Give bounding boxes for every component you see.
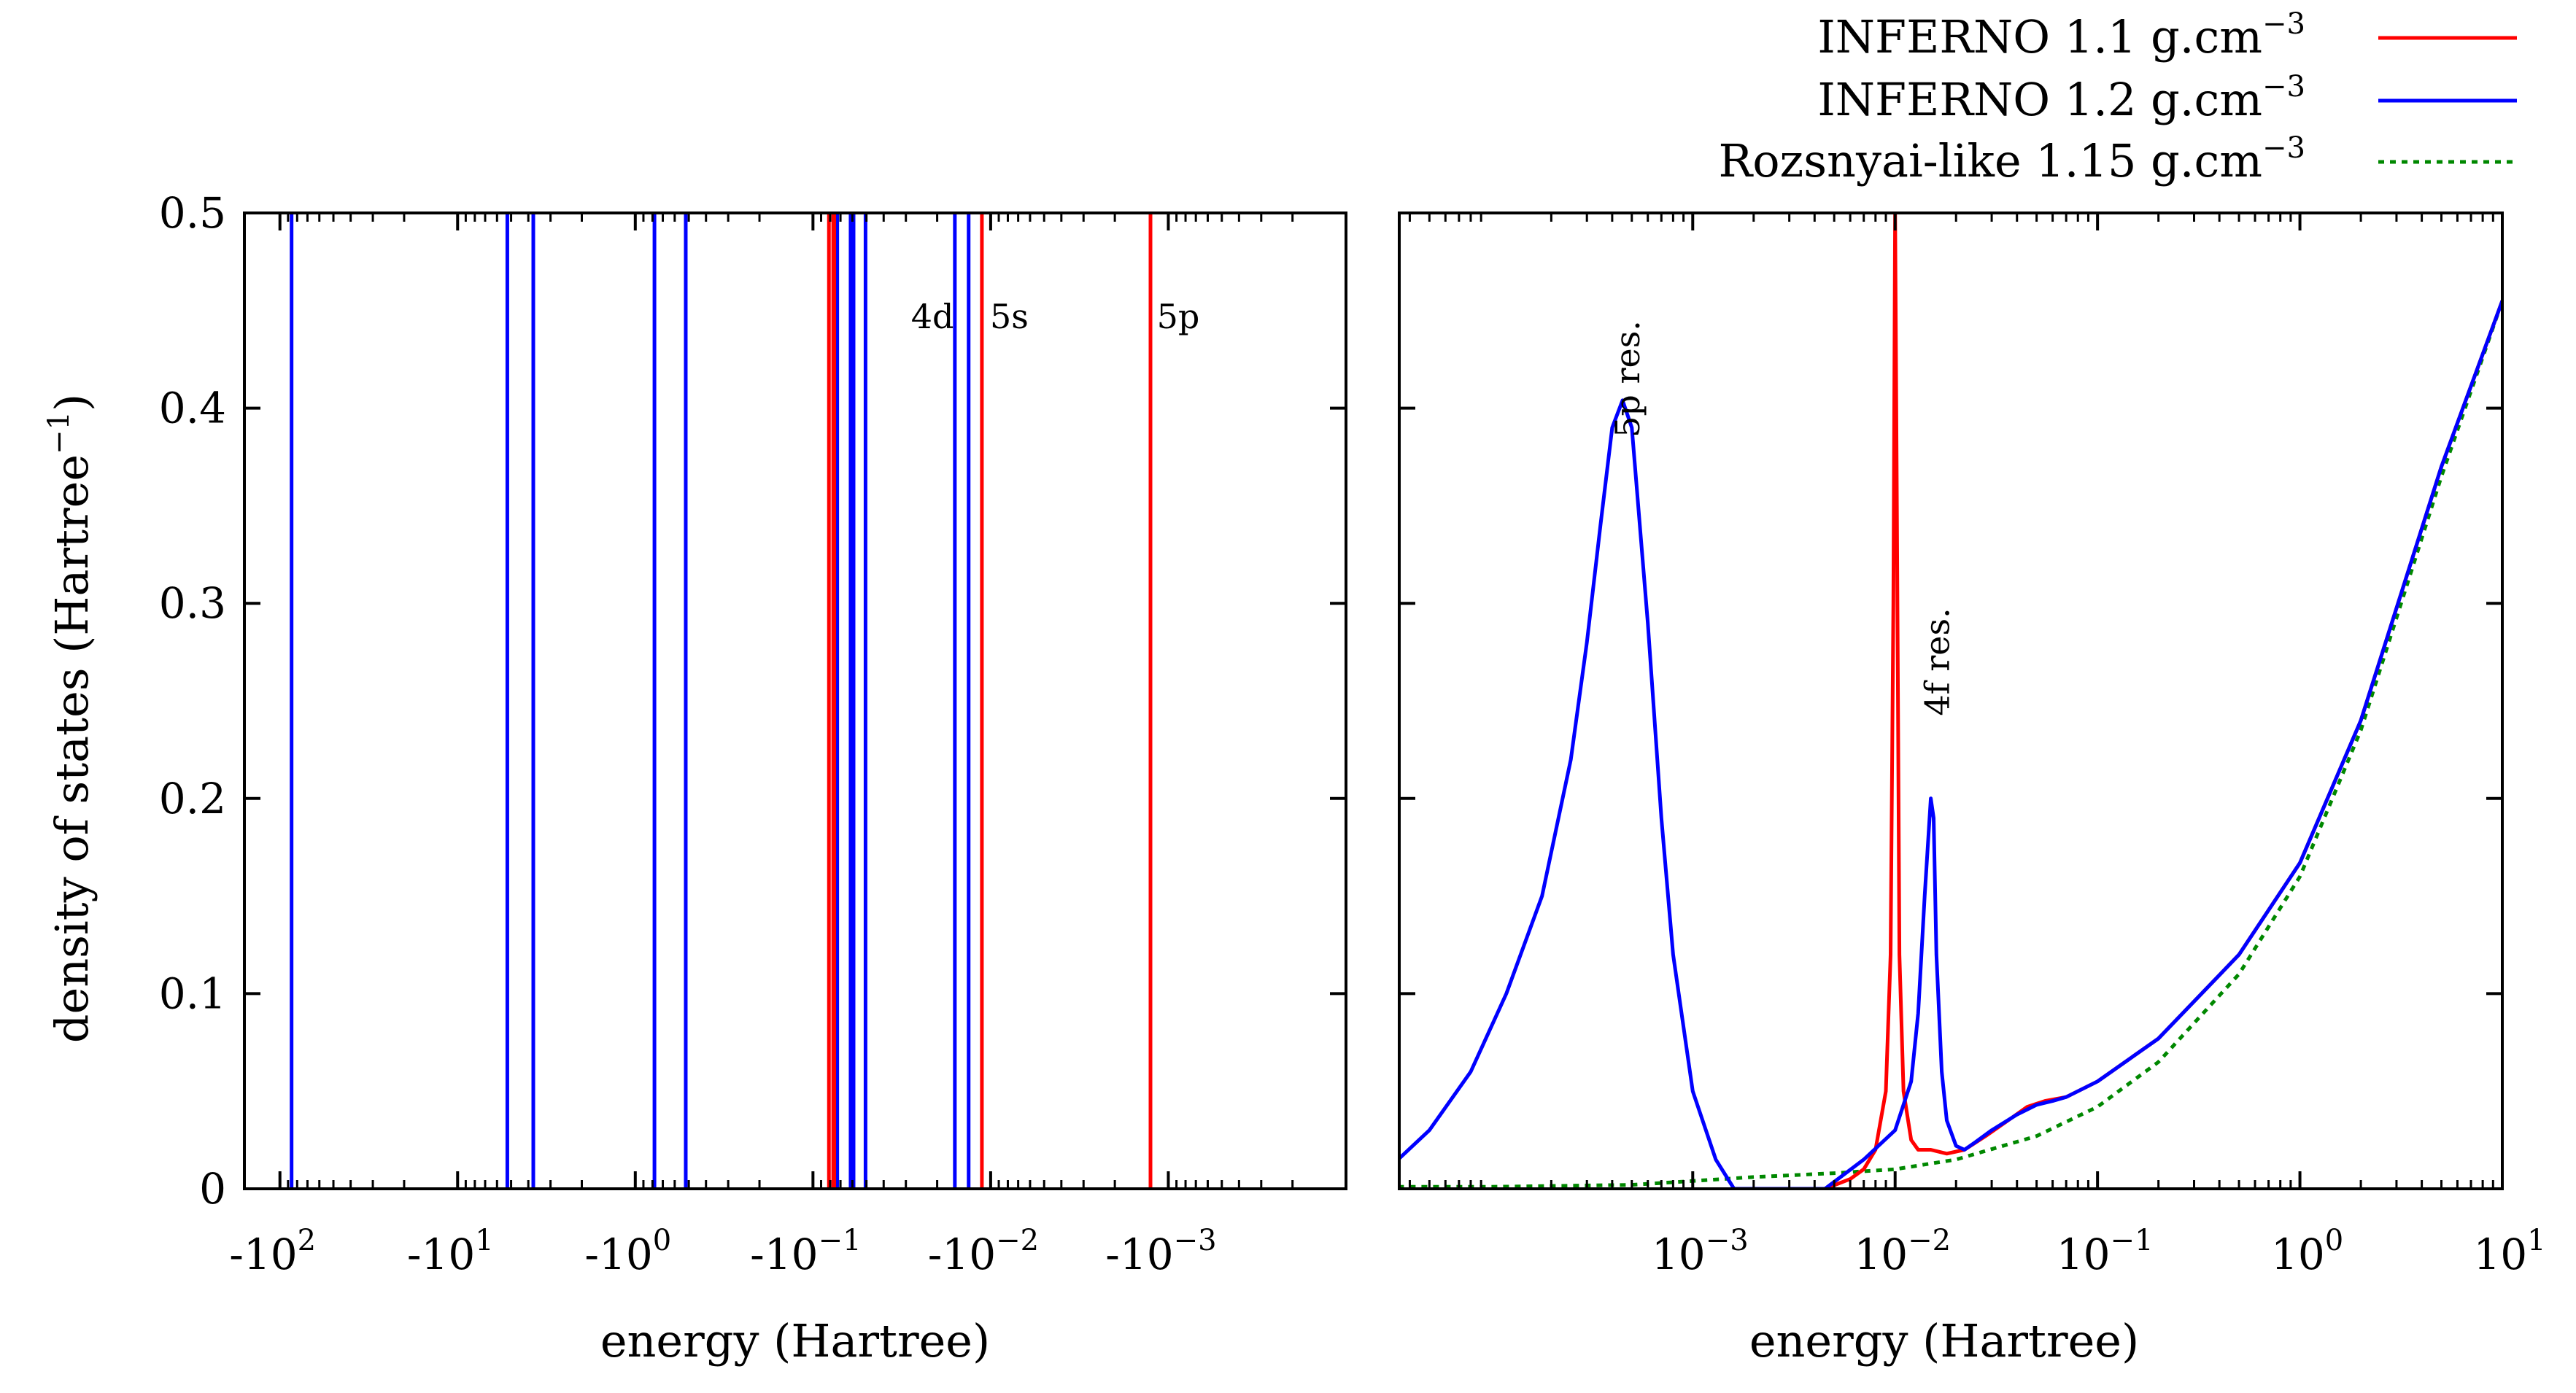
left-plot-frame <box>243 212 1347 1190</box>
series-line-inferno-1-2 <box>1399 300 2502 1189</box>
legend-label-inferno-1-1: INFERNO 1.1 g.cm−3 <box>1817 7 2305 63</box>
left-ticks: 0 0.1 0.2 0.3 0.4 0.5 -102 -101 -100 -10−1 -10−2 -1… <box>159 188 1346 1279</box>
left-ytick-label: 0.4 <box>159 384 226 433</box>
legend-entry-inferno-1-1: INFERNO 1.1 g.cm−3 <box>1817 7 2517 63</box>
left-xtick-label: -10−3 <box>1105 1224 1216 1279</box>
legend-label-inferno-1-2: INFERNO 1.2 g.cm−3 <box>1817 70 2305 126</box>
legend-label-rozsnyai: Rozsnyai-like 1.15 g.cm−3 <box>1719 131 2305 187</box>
right-xtick-label: 10−2 <box>1854 1224 1951 1279</box>
right-plot-frame <box>1398 212 2504 1190</box>
left-xtick-label: -10−1 <box>750 1224 861 1279</box>
right-xtick-label: 101 <box>2473 1224 2545 1279</box>
left-ytick-label: 0.3 <box>159 578 226 628</box>
resonance-annotation: 5p res. <box>1608 320 1647 438</box>
left-panel: 4d 5s 5p 0 0.1 0.2 0.3 0.4 0.5 -102 -101 -100 -10−1… <box>159 188 1347 1279</box>
left-ytick-label: 0.1 <box>159 969 226 1018</box>
y-axis-label: density of states (Hartree−1) <box>42 394 98 1043</box>
x-axis-label-left: energy (Hartree) <box>600 1314 990 1367</box>
level-annotation: 5s <box>990 297 1029 336</box>
right-series: 5p res. 4f res. <box>1399 213 2502 1189</box>
legend-entry-rozsnyai: Rozsnyai-like 1.15 g.cm−3 <box>1719 131 2517 187</box>
series-line-rozsnyai <box>1399 300 2502 1189</box>
left-energy-levels: 4d 5s 5p <box>290 213 1200 1189</box>
resonance-annotation: 4f res. <box>1918 608 1957 715</box>
right-xtick-label: 10−1 <box>2057 1224 2154 1279</box>
x-axis-label-right: energy (Hartree) <box>1749 1314 2139 1367</box>
right-panel: 5p res. 4f res. 10−3 10−2 10−1 100 101 <box>1398 212 2546 1279</box>
legend: INFERNO 1.1 g.cm−3 INFERNO 1.2 g.cm−3 Ro… <box>1719 7 2517 187</box>
left-ytick-label: 0.5 <box>159 188 226 238</box>
left-ytick-label: 0.2 <box>159 774 226 823</box>
left-ytick-label: 0 <box>199 1164 226 1214</box>
right-xtick-label: 10−3 <box>1652 1224 1749 1279</box>
left-xtick-label: -102 <box>229 1224 316 1279</box>
legend-entry-inferno-1-2: INFERNO 1.2 g.cm−3 <box>1817 70 2517 126</box>
level-annotation: 5p <box>1157 297 1200 336</box>
level-annotation: 4d <box>911 297 954 336</box>
right-xtick-label: 100 <box>2271 1224 2343 1279</box>
left-xtick-label: -100 <box>584 1224 671 1279</box>
left-xtick-label: -10−2 <box>928 1224 1039 1279</box>
left-xtick-label: -101 <box>407 1224 494 1279</box>
